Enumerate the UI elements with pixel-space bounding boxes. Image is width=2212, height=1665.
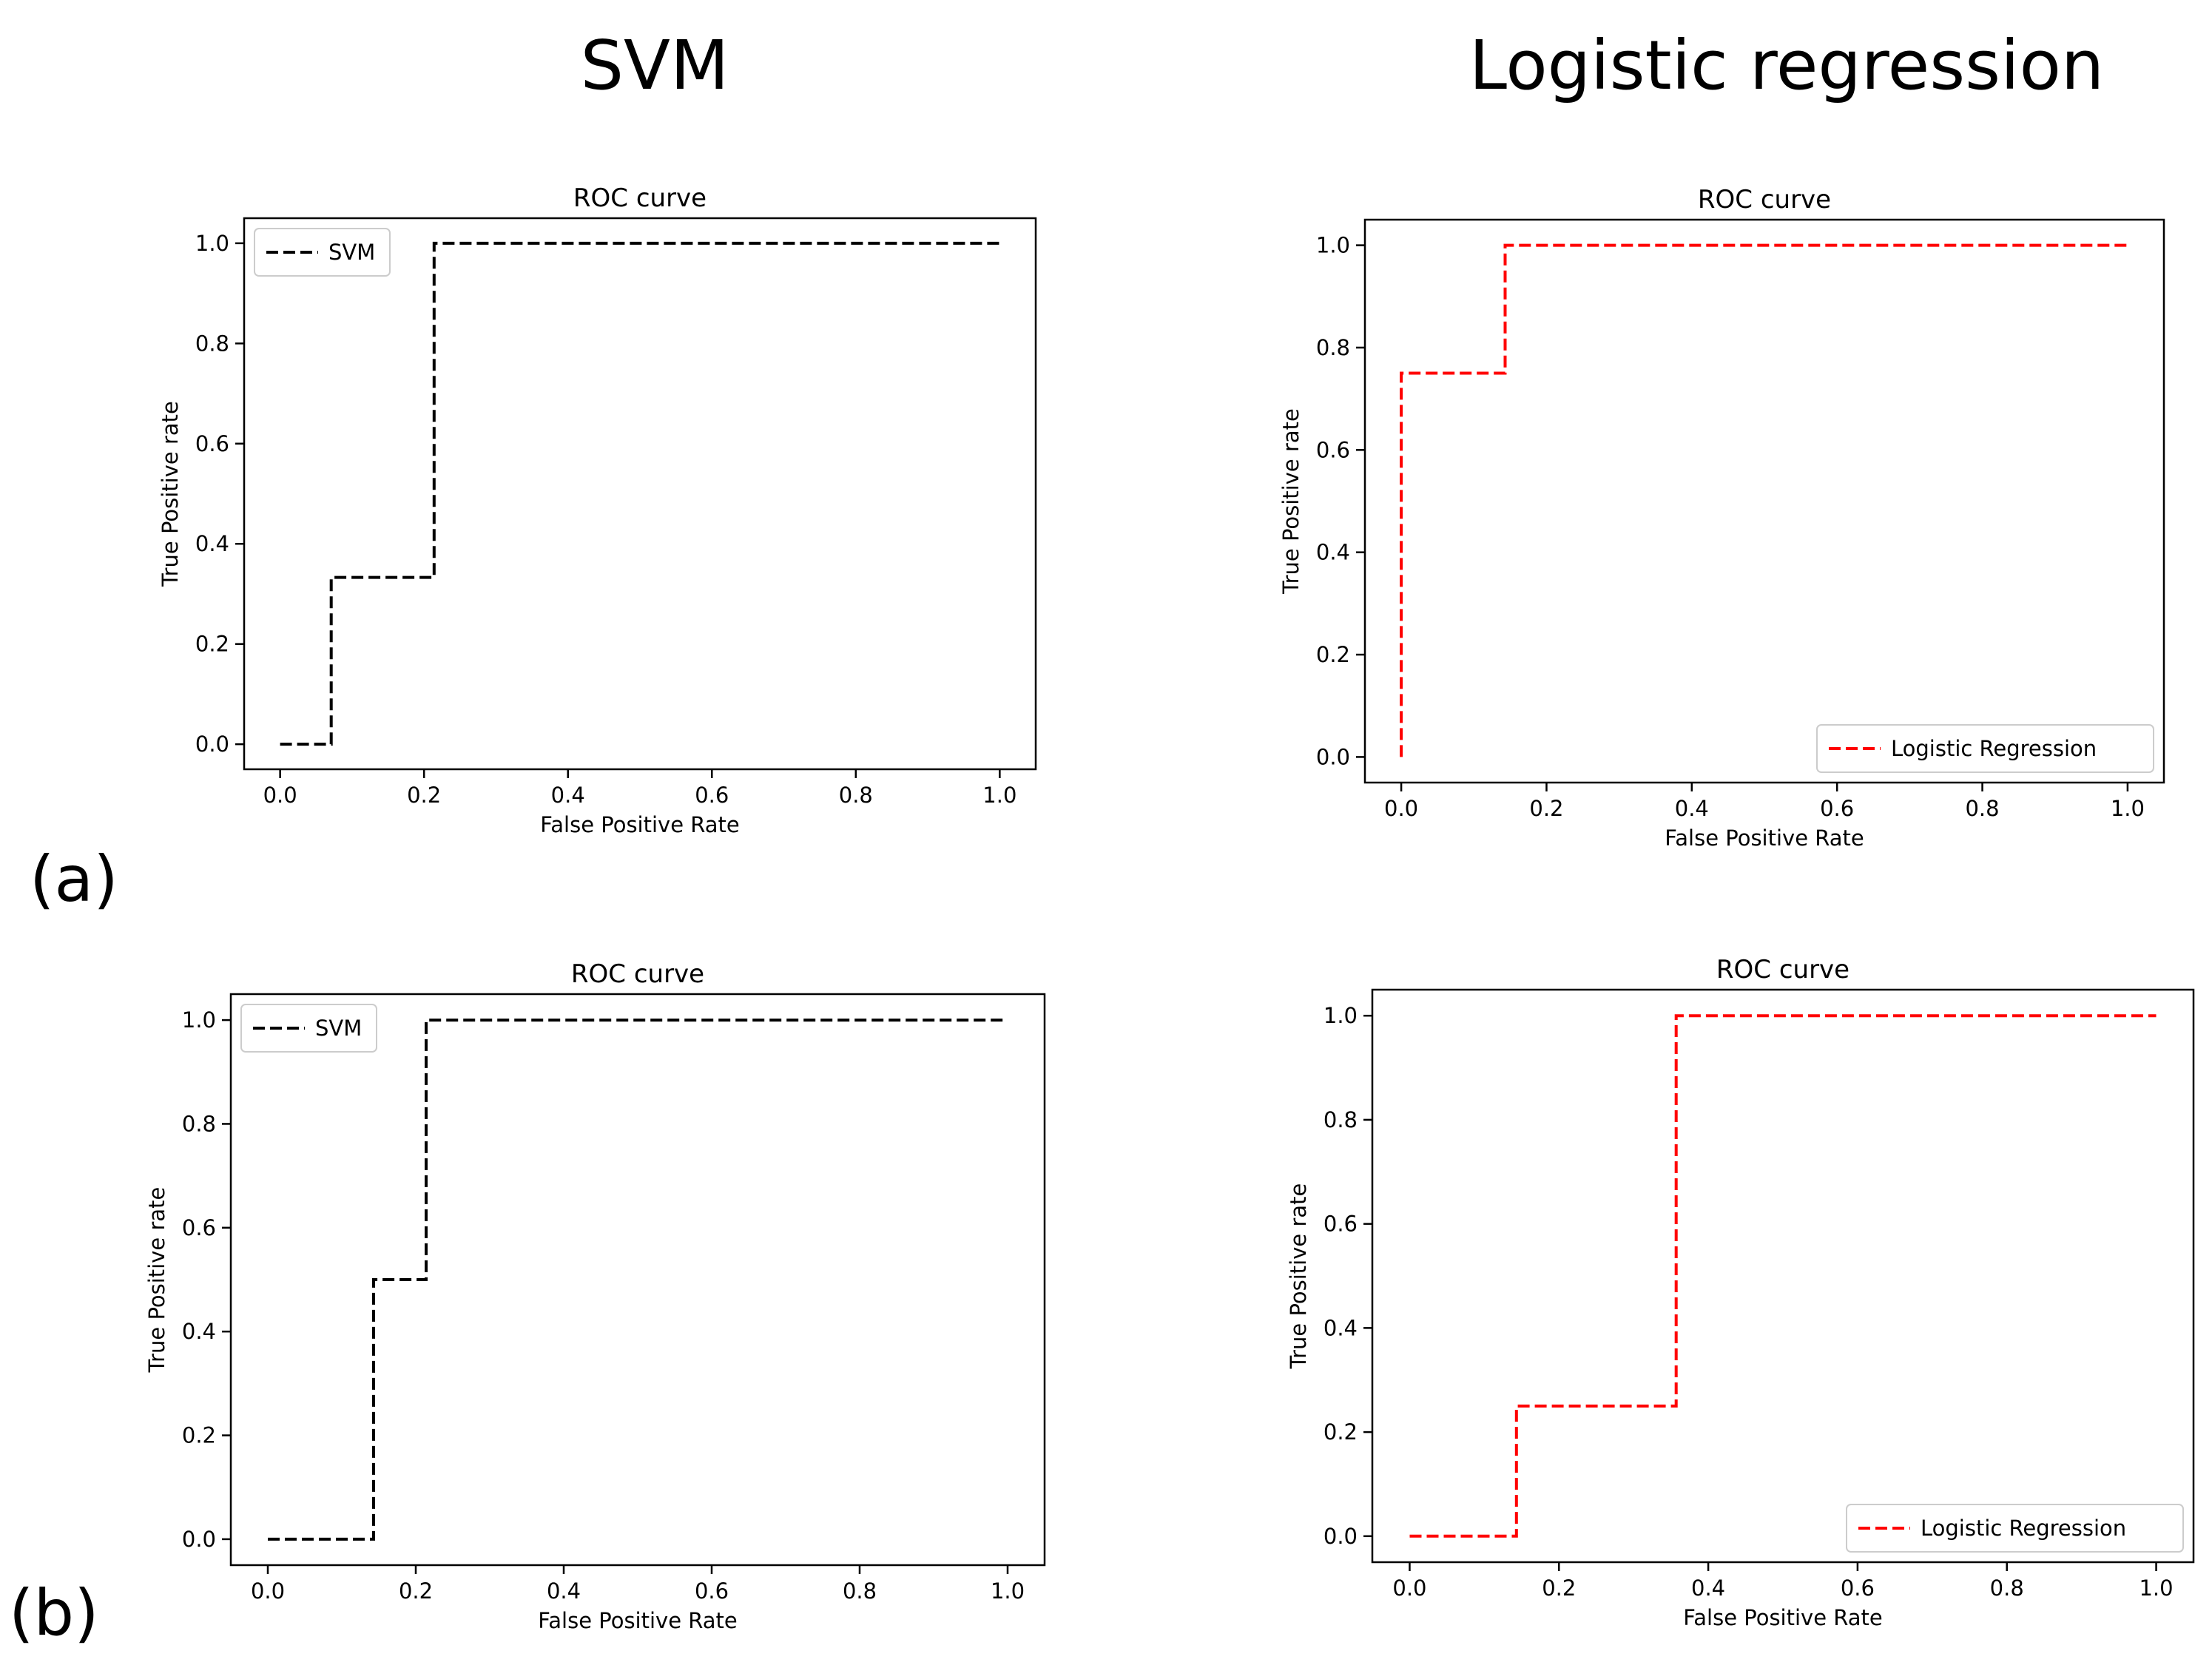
x-tick-label: 0.2 (407, 783, 441, 808)
chart-title: ROC curve (1716, 955, 1849, 985)
plot-frame (229, 993, 1046, 1567)
y-tick-label: 0.6 (195, 431, 229, 456)
chart-title: ROC curve (573, 183, 707, 213)
chart-b-svm: ROC curve 0.0 0.2 0.4 0.6 0.8 1.0 0.0 0.2 0.4 0.6 0… (144, 959, 1046, 1633)
y-tick-label: 0.2 (195, 632, 229, 657)
x-tick-label: 0.8 (843, 1578, 877, 1604)
y-axis-label: True Positive rate (1278, 408, 1304, 595)
y-tick-label: 0.6 (182, 1215, 216, 1240)
roc-line-svm (268, 1019, 1008, 1541)
x-axis-label: False Positive Rate (540, 812, 740, 837)
y-axis-label: True Positive rate (1286, 1183, 1311, 1370)
y-tick-label: 0.8 (182, 1111, 216, 1136)
x-tick-label: 0.6 (695, 1578, 729, 1604)
y-tick-label: 0.6 (1316, 437, 1350, 462)
y-tick-label: 0.0 (195, 732, 229, 757)
chart-title: ROC curve (1698, 185, 1831, 215)
x-tick-label: 0.0 (263, 783, 297, 808)
roc-line-logistic-regression (1409, 1014, 2157, 1538)
x-tick-label: 0.4 (551, 783, 585, 808)
legend: Logistic Regression (1816, 724, 2154, 773)
roc-line-logistic-regression (1400, 243, 2128, 757)
y-tick-label: 1.0 (1324, 1003, 1358, 1028)
x-axis-label: False Positive Rate (538, 1608, 738, 1633)
legend-box (254, 228, 391, 277)
y-axis-label: True Positive rate (144, 1187, 169, 1374)
legend-label: Logistic Regression (1921, 1516, 2126, 1541)
x-tick-label: 0.0 (1384, 796, 1418, 821)
x-tick-label: 1.0 (2139, 1575, 2173, 1601)
y-tick-label: 0.2 (1324, 1419, 1358, 1445)
x-tick-label: 0.8 (1965, 796, 1999, 821)
legend-box (240, 1004, 377, 1053)
x-tick-label: 0.2 (399, 1578, 433, 1604)
x-tick-label: 0.8 (839, 783, 873, 808)
x-tick-label: 0.0 (251, 1578, 285, 1604)
y-axis-label: True Positive rate (158, 401, 183, 587)
legend: Logistic Regression (1846, 1504, 2184, 1553)
y-tick-label: 0.0 (1324, 1524, 1358, 1549)
y-tick-label: 0.0 (182, 1527, 216, 1552)
y-tick-label: 1.0 (195, 231, 229, 256)
y-tick-label: 0.8 (195, 331, 229, 356)
plot-frame (243, 217, 1037, 771)
column-title-logistic: Logistic regression (1469, 26, 2105, 105)
y-tick-label: 0.2 (1316, 642, 1350, 667)
legend: SVM (240, 1004, 377, 1053)
row-label-b: (b) (9, 1576, 99, 1650)
legend-label: SVM (328, 240, 375, 265)
x-tick-label: 0.8 (1990, 1575, 2024, 1601)
x-tick-label: 0.2 (1542, 1575, 1576, 1601)
y-tick-label: 0.2 (182, 1423, 216, 1448)
row-label-a: (a) (30, 842, 118, 916)
y-tick-label: 0.4 (195, 531, 229, 556)
chart-a-svm: ROC curve 0.0 0.2 0.4 0.6 0.8 1.0 0.0 0.2 0.4 0.6 0… (158, 183, 1037, 837)
x-tick-label: 0.4 (1691, 1575, 1725, 1601)
y-tick-label: 0.0 (1316, 744, 1350, 769)
x-axis-label: False Positive Rate (1683, 1605, 1883, 1630)
legend-label: SVM (315, 1016, 362, 1041)
plot-frame (1371, 988, 2195, 1564)
y-tick-label: 0.4 (1316, 540, 1350, 565)
x-tick-label: 0.0 (1392, 1575, 1426, 1601)
legend-box (1816, 724, 2154, 773)
chart-b-logistic: ROC curve 0.0 0.2 0.4 0.6 0.8 1.0 0.0 0.2 0.4 0.6 0… (1286, 955, 2195, 1630)
x-tick-label: 0.6 (1841, 1575, 1875, 1601)
x-tick-label: 1.0 (2111, 796, 2145, 821)
x-tick-label: 0.4 (1675, 796, 1709, 821)
x-tick-label: 1.0 (982, 783, 1016, 808)
chart-title: ROC curve (571, 959, 704, 989)
chart-a-logistic: ROC curve 0.0 0.2 0.4 0.6 0.8 1.0 0.0 0.2 0.4 0.6 0… (1278, 185, 2165, 851)
legend: SVM (254, 228, 391, 277)
x-tick-label: 1.0 (991, 1578, 1025, 1604)
y-tick-label: 0.4 (182, 1319, 216, 1344)
x-tick-label: 0.6 (1820, 796, 1854, 821)
y-tick-label: 1.0 (182, 1007, 216, 1033)
y-tick-label: 0.6 (1324, 1212, 1358, 1237)
y-tick-label: 1.0 (1316, 233, 1350, 258)
y-tick-label: 0.4 (1324, 1315, 1358, 1340)
y-tick-label: 0.8 (1316, 335, 1350, 360)
roc-line-svm (280, 241, 1000, 746)
x-axis-label: False Positive Rate (1665, 825, 1864, 851)
legend-label: Logistic Regression (1891, 736, 2097, 761)
column-title-svm: SVM (581, 26, 729, 105)
x-tick-label: 0.6 (695, 783, 729, 808)
x-tick-label: 0.2 (1529, 796, 1563, 821)
y-tick-label: 0.8 (1324, 1107, 1358, 1132)
x-tick-label: 0.4 (547, 1578, 581, 1604)
plot-frame (1363, 218, 2165, 784)
legend-box (1846, 1504, 2184, 1553)
